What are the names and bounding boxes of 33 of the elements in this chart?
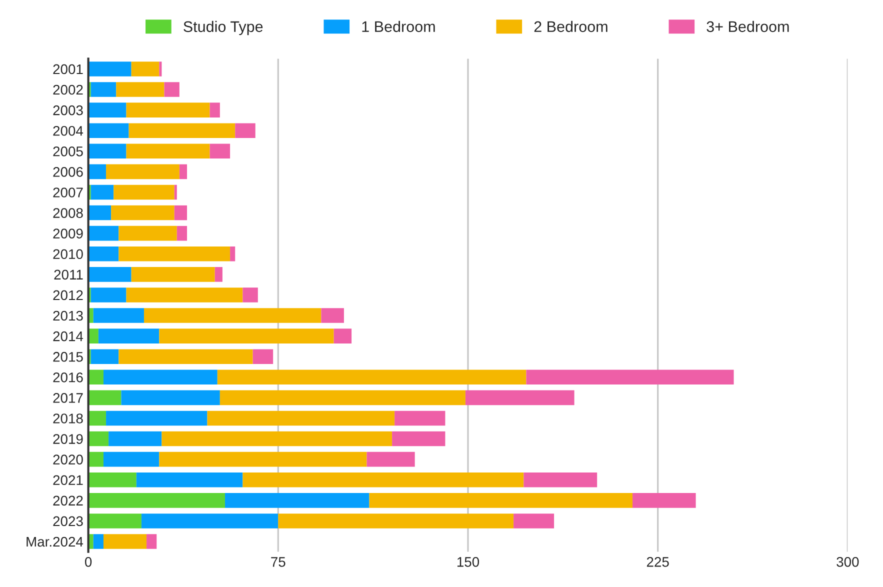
x-tick-label: 225 <box>646 557 669 567</box>
y-tick-label: 2003 <box>53 105 83 116</box>
y-tick-label: 2002 <box>53 84 83 95</box>
x-tick-label: 150 <box>457 557 480 567</box>
y-tick-label: 2021 <box>53 475 83 486</box>
legend-label: 3+ Bedroom <box>706 20 789 32</box>
x-tick-label: 300 <box>836 557 859 567</box>
y-tick-label: 2019 <box>53 434 83 444</box>
y-tick-label: 2005 <box>53 146 83 156</box>
y-tick-label: 2007 <box>53 188 83 198</box>
y-tick-label: 2015 <box>53 352 83 362</box>
y-tick-label: Mar.2024 <box>26 536 84 547</box>
x-tick-label: 75 <box>271 557 286 567</box>
y-tick-label: 2006 <box>53 167 83 177</box>
y-tick-label: 2008 <box>53 208 83 218</box>
y-tick-label: 2017 <box>53 393 83 403</box>
y-tick-label: 2020 <box>53 454 83 464</box>
y-tick-label: 2012 <box>53 290 83 300</box>
y-tick-label: 2014 <box>53 331 84 342</box>
y-tick-label: 2010 <box>53 249 83 260</box>
y-tick-label: 2023 <box>53 516 83 526</box>
legend-label: 2 Bedroom <box>534 20 608 32</box>
y-tick-label: 2016 <box>53 372 83 382</box>
x-tick-label: 0 <box>84 557 92 567</box>
legend-label: 1 Bedroom <box>362 20 435 32</box>
y-tick-label: 2011 <box>54 270 83 280</box>
y-tick-label: 2004 <box>53 126 84 136</box>
y-tick-label: 2022 <box>53 496 83 506</box>
y-tick-label: 2013 <box>53 310 83 321</box>
y-tick-label: 2018 <box>53 414 83 424</box>
y-tick-label: 2001 <box>53 64 83 74</box>
y-tick-label: 2009 <box>53 228 83 238</box>
legend-label: Studio Type <box>184 20 263 36</box>
